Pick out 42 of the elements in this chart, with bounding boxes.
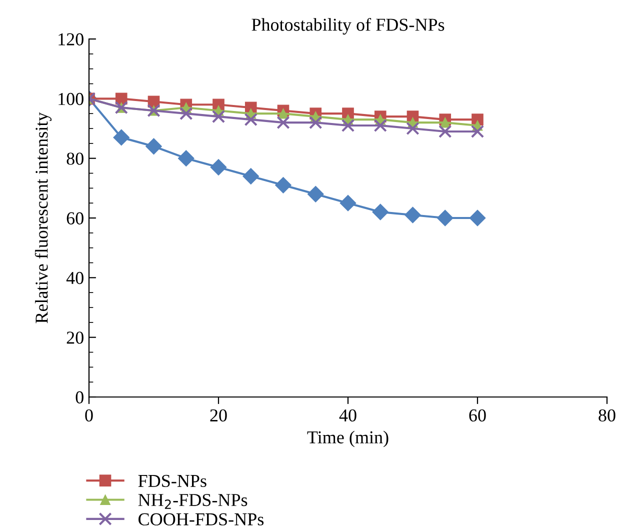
legend-label: NH$_{2}$-FDS-NPs xyxy=(138,494,248,509)
point xyxy=(404,206,421,224)
y-tick-label: 0 xyxy=(76,391,84,404)
point xyxy=(436,210,454,226)
point xyxy=(242,168,260,184)
point xyxy=(180,106,193,120)
point xyxy=(212,110,226,124)
point xyxy=(438,124,452,138)
x-tick-label: 80 xyxy=(598,409,616,422)
x-tick-label: 20 xyxy=(210,409,227,422)
point xyxy=(113,129,130,146)
point xyxy=(374,118,387,132)
y-tick-label: 60 xyxy=(66,212,84,224)
y-tick-label: 40 xyxy=(66,272,84,284)
point xyxy=(469,210,486,226)
point xyxy=(178,150,194,167)
point xyxy=(372,204,389,220)
y-tick-label: 20 xyxy=(66,332,84,344)
point xyxy=(146,138,162,155)
point xyxy=(470,124,484,138)
point xyxy=(406,122,420,136)
point xyxy=(275,176,292,194)
y-tick-label: 100 xyxy=(58,92,84,106)
legend-label: FDS-NPs xyxy=(138,474,206,488)
legend-label: COOH-FDS-NPs xyxy=(138,513,264,526)
point xyxy=(210,159,227,176)
x-tick-label: 0 xyxy=(85,409,93,422)
point xyxy=(276,116,290,130)
point xyxy=(278,108,288,119)
y-tick-label: 120 xyxy=(58,33,84,46)
point xyxy=(341,118,355,132)
point xyxy=(307,186,324,202)
point xyxy=(244,112,258,126)
y-tick-label: 80 xyxy=(66,152,84,165)
point xyxy=(340,194,356,212)
x-tick-label: 60 xyxy=(469,409,486,422)
point xyxy=(309,116,322,130)
x-tick-label: 40 xyxy=(339,409,356,422)
chart-title: Photostability of FDS-NPs xyxy=(252,18,444,35)
point xyxy=(440,117,450,128)
y-axis-title: Relative fluorescent intensity xyxy=(34,112,52,324)
x-axis-title: Time (min) xyxy=(307,430,388,448)
